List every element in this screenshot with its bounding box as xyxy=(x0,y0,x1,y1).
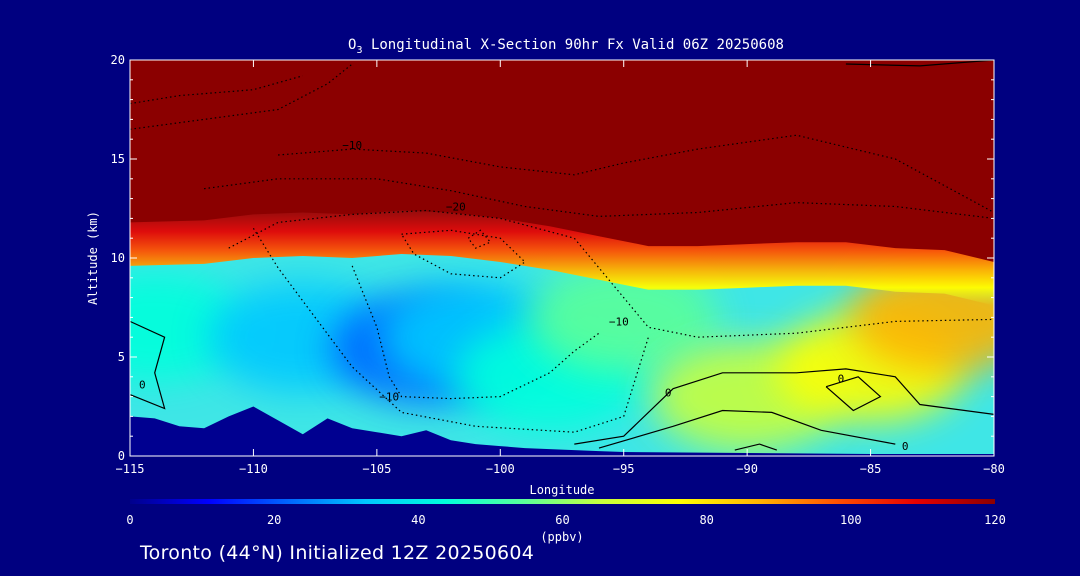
x-tick-label: −110 xyxy=(239,462,268,476)
negative-contour-line xyxy=(228,209,994,338)
terrain-mask xyxy=(130,406,994,456)
colorbar-unit-label: (ppbv) xyxy=(540,530,583,544)
y-tick-label: 15 xyxy=(111,152,125,166)
ozone-field xyxy=(130,60,994,456)
contour-labels: 0 −10 −20 −10 −10 0 0 0 xyxy=(139,139,908,453)
colorbar-tick-label: 60 xyxy=(555,513,569,527)
contour-label: 0 xyxy=(902,440,909,453)
colorbar xyxy=(130,499,995,504)
y-tick-label: 10 xyxy=(111,251,125,265)
negative-contour-line xyxy=(351,265,600,400)
zero-contour-line xyxy=(825,376,882,412)
colorbar-tick-label: 80 xyxy=(699,513,713,527)
contour-lines xyxy=(130,60,994,451)
colorbar-tick-label: 100 xyxy=(840,513,862,527)
contour-label: −10 xyxy=(379,391,399,404)
colorbar-tick-label: 120 xyxy=(984,513,1006,527)
ozone-region xyxy=(528,262,719,373)
contour-label: −10 xyxy=(609,315,629,328)
colorbar-ticks: 0 20 40 60 80 100 120 xyxy=(126,513,1005,527)
colorbar-tick-label: 20 xyxy=(267,513,281,527)
zero-contour-line xyxy=(574,368,994,445)
x-tick-label: −105 xyxy=(362,462,391,476)
stratosphere-region xyxy=(130,60,994,262)
tropopause-transition-band xyxy=(130,206,994,306)
y-tick-label: 5 xyxy=(118,350,125,364)
negative-contour-line xyxy=(467,229,492,249)
contour-label: −20 xyxy=(446,200,466,213)
y-tick-label: 20 xyxy=(111,53,125,67)
contour-label: 0 xyxy=(665,387,672,400)
contour-label: 0 xyxy=(139,379,146,392)
footer-caption: Toronto (44°N) Initialized 12Z 20250604 xyxy=(140,542,535,564)
x-tick-label: −115 xyxy=(116,462,145,476)
zero-contour-line xyxy=(598,409,896,449)
zero-contour-line xyxy=(734,443,777,451)
y-axis-label: Altitude (km) xyxy=(86,211,100,305)
x-axis-label: Longitude xyxy=(529,483,594,497)
x-tick-label: −85 xyxy=(860,462,882,476)
x-tick-label: −100 xyxy=(486,462,515,476)
plot-area: 0 −10 −20 −10 −10 0 0 0 xyxy=(130,60,994,456)
chart-title: O3 Longitudinal X-Section 90hr Fx Valid … xyxy=(348,37,784,56)
contour-label: −10 xyxy=(342,139,362,152)
x-tick-label: −90 xyxy=(736,462,758,476)
negative-contour-line xyxy=(130,63,353,130)
colorbar-tick-label: 0 xyxy=(126,513,133,527)
contour-label: 0 xyxy=(838,373,845,386)
colorbar-tick-label: 40 xyxy=(411,513,425,527)
y-tick-label: 0 xyxy=(118,449,125,463)
x-tick-label: −95 xyxy=(613,462,635,476)
x-tick-label: −80 xyxy=(983,462,1005,476)
negative-contour-line xyxy=(130,75,303,105)
negative-contour-line xyxy=(252,227,649,433)
negative-contour-line xyxy=(400,229,526,279)
zero-contour-line xyxy=(130,320,166,410)
